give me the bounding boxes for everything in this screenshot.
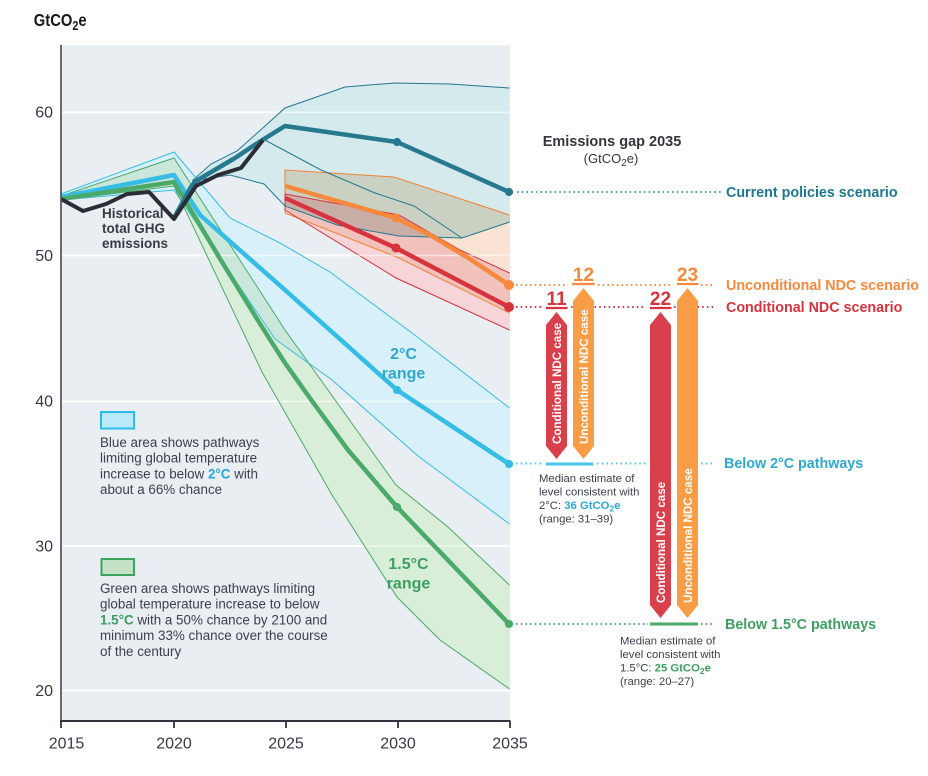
svg-text:range: range (387, 576, 431, 593)
svg-text:(range: 31–39): (range: 31–39) (539, 514, 613, 526)
svg-text:Emissions gap 2035: Emissions gap 2035 (543, 134, 682, 150)
svg-text:emissions: emissions (102, 236, 168, 251)
svg-text:global temperature increase to: global temperature increase to below (100, 597, 320, 612)
svg-text:level consistent with: level consistent with (539, 487, 639, 499)
svg-text:increase to below 2°C with: increase to below 2°C with (100, 466, 258, 481)
svg-text:Conditional NDC case: Conditional NDC case (655, 481, 668, 603)
svg-text:30: 30 (35, 538, 53, 555)
svg-text:2030: 2030 (380, 736, 416, 753)
svg-text:Conditional NDC scenario: Conditional NDC scenario (726, 300, 903, 316)
svg-text:level consistent with: level consistent with (620, 649, 720, 661)
svg-text:Below 1.5°C pathways: Below 1.5°C pathways (725, 617, 876, 633)
svg-text:2°C: 36 GtCO2e: 2°C: 36 GtCO2e (539, 500, 620, 514)
svg-text:Unconditional NDC scenario: Unconditional NDC scenario (726, 278, 919, 294)
svg-text:2020: 2020 (156, 736, 192, 753)
svg-text:60: 60 (35, 105, 53, 122)
svg-text:of the century: of the century (100, 644, 181, 659)
svg-text:2025: 2025 (268, 736, 304, 753)
svg-text:2°C: 2°C (390, 346, 417, 363)
svg-text:total GHG: total GHG (102, 221, 165, 236)
svg-text:1.5°C: 1.5°C (388, 556, 429, 573)
svg-text:11: 11 (546, 289, 567, 310)
svg-text:GtCO2e: GtCO2e (34, 11, 87, 34)
svg-text:Blue area shows pathways: Blue area shows pathways (100, 435, 260, 450)
svg-text:20: 20 (35, 683, 53, 700)
svg-text:1.5°C: 25 GtCO2e: 1.5°C: 25 GtCO2e (620, 663, 711, 677)
svg-text:Conditional NDC case: Conditional NDC case (551, 322, 564, 444)
svg-text:40: 40 (35, 394, 53, 411)
svg-text:limiting global temperature: limiting global temperature (100, 451, 257, 466)
svg-text:22: 22 (650, 289, 671, 310)
svg-text:1.5°C with a 50% chance by 210: 1.5°C with a 50% chance by 2100 and (100, 612, 327, 627)
svg-text:50: 50 (35, 248, 53, 265)
svg-text:Below 2°C pathways: Below 2°C pathways (724, 456, 863, 472)
svg-text:Historical: Historical (102, 206, 164, 221)
svg-text:23: 23 (677, 265, 698, 286)
svg-text:minimum 33% chance over the co: minimum 33% chance over the course (100, 628, 328, 643)
svg-text:Median estimate of: Median estimate of (620, 636, 716, 648)
svg-text:2015: 2015 (49, 736, 85, 753)
svg-text:Current policies scenario: Current policies scenario (726, 185, 898, 201)
svg-text:range: range (382, 366, 426, 383)
svg-text:Green area shows pathways limi: Green area shows pathways limiting (100, 581, 315, 596)
svg-text:12: 12 (573, 265, 594, 286)
svg-text:about a 66% chance: about a 66% chance (100, 482, 222, 497)
svg-text:Unconditional NDC case: Unconditional NDC case (682, 468, 695, 603)
svg-text:2035: 2035 (492, 736, 528, 753)
svg-text:Unconditional NDC case: Unconditional NDC case (578, 309, 591, 444)
svg-text:(range: 20–27): (range: 20–27) (620, 676, 694, 688)
svg-text:Median estimate of: Median estimate of (539, 473, 635, 485)
